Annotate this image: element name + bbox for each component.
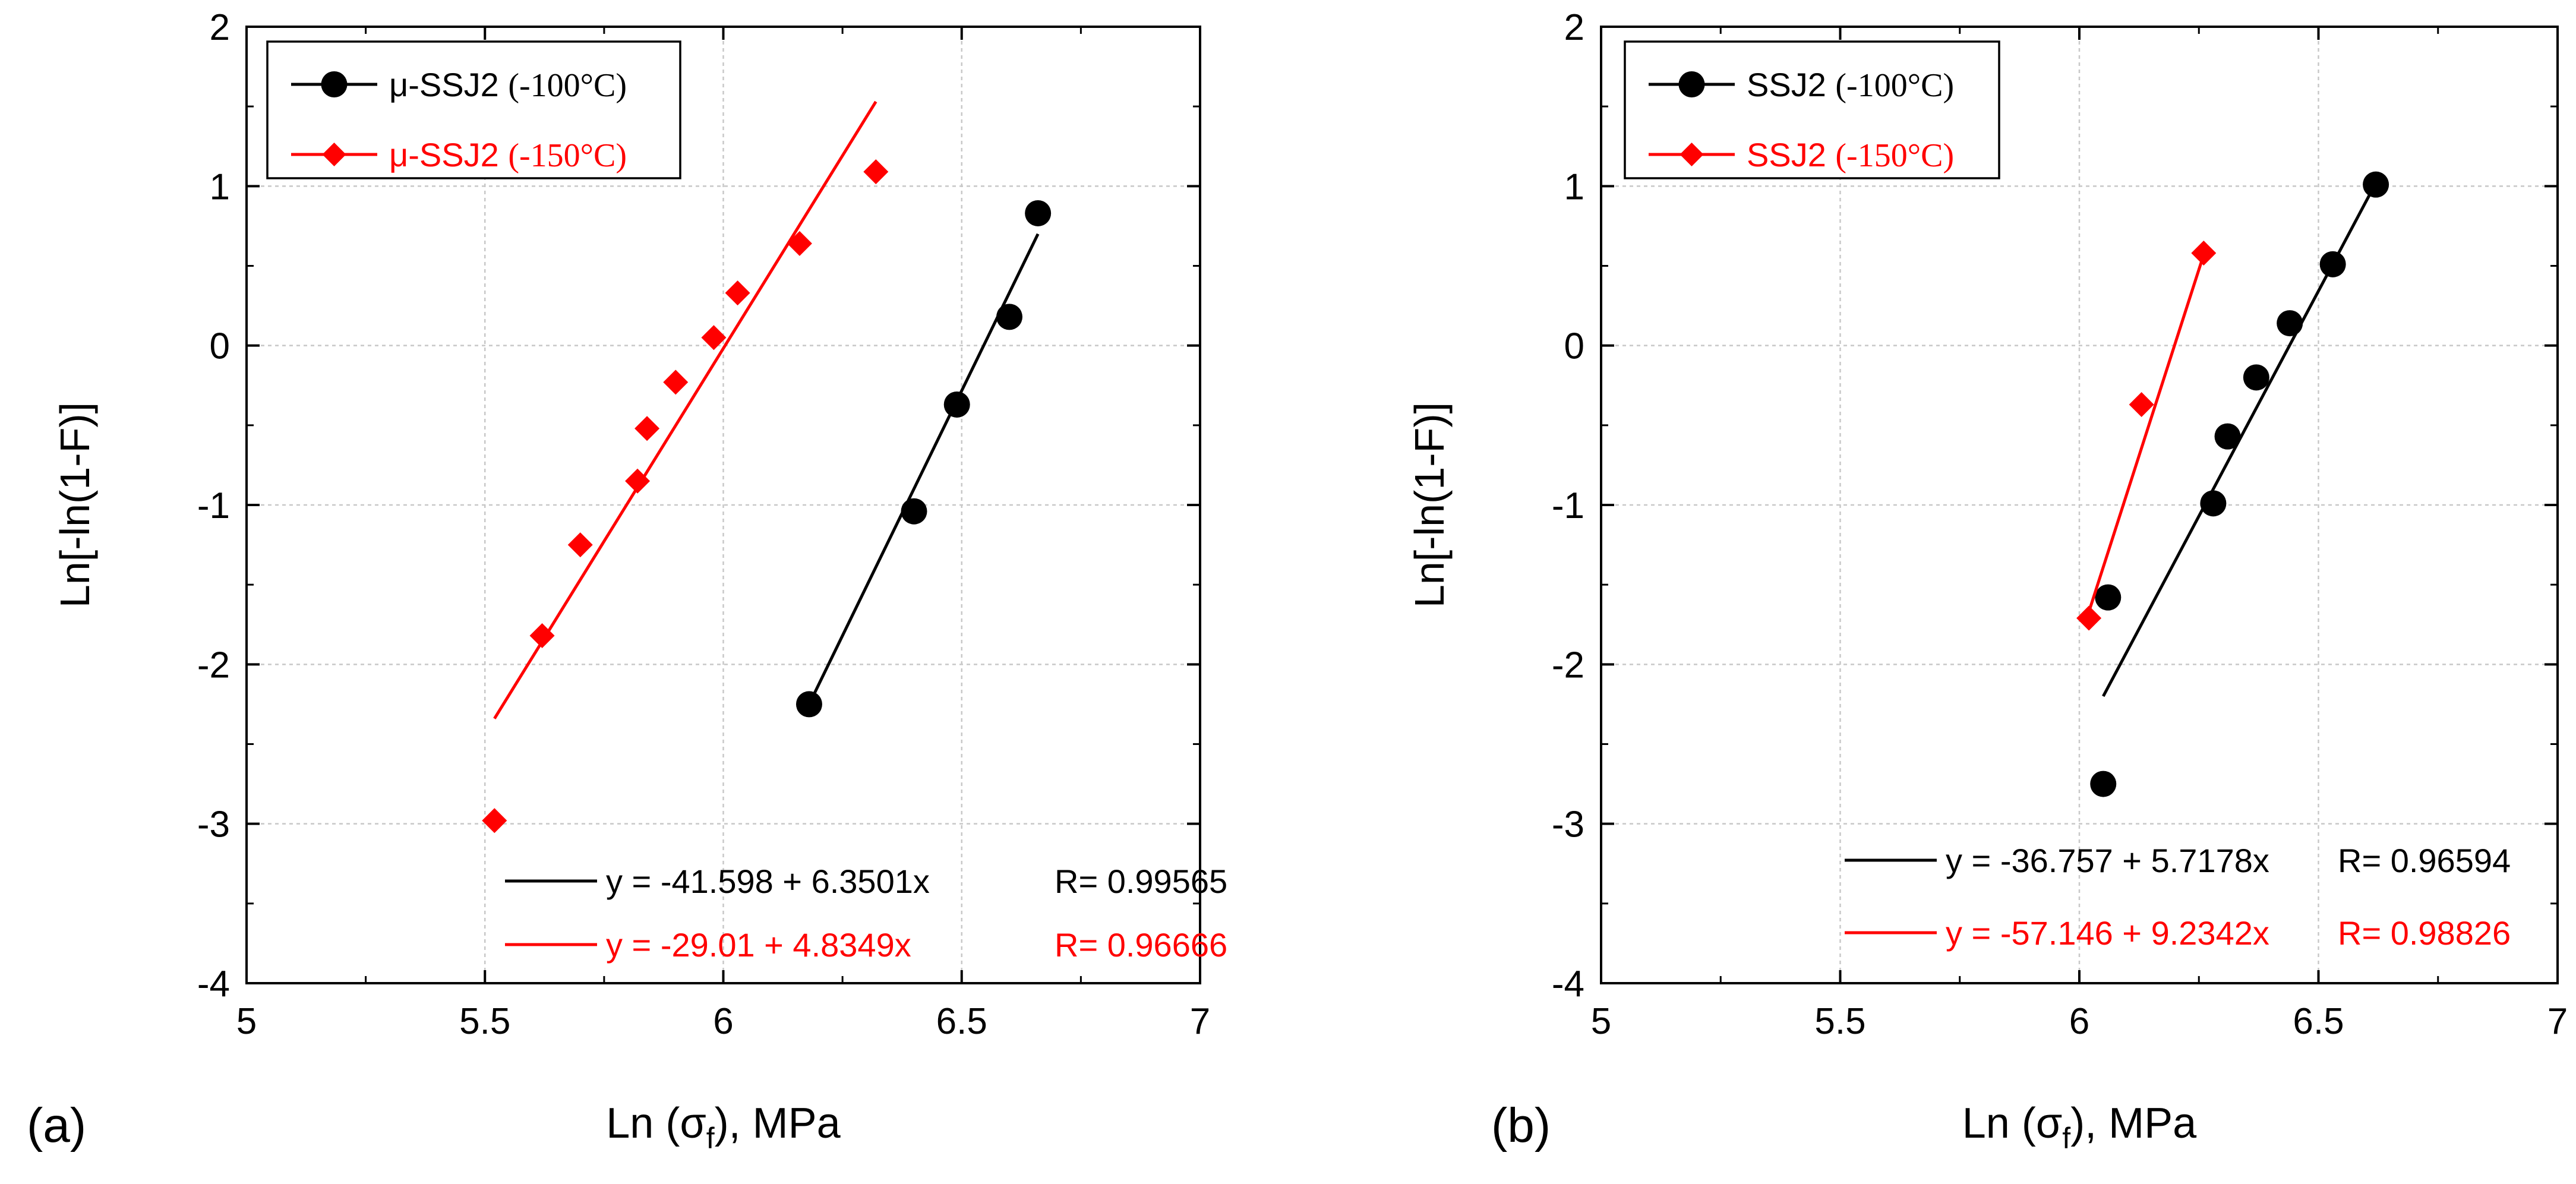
data-point [2076,605,2102,631]
legend-label: μ-SSJ2 (-150°C) [389,136,627,174]
data-point [625,468,651,494]
x-axis-label-tail: ), MPa [715,1100,841,1147]
legend-label-temperature: (-150°C) [508,137,627,174]
data-point [1025,200,1052,226]
legend-label-name: μ-SSJ2 [389,136,508,173]
series-100C [795,200,1052,718]
fit-r-value: R= 0.96666 [1055,926,1227,964]
data-point [943,391,970,418]
legend-label-temperature: (-150°C) [1835,137,1954,174]
x-tick-label: 5 [1591,1001,1611,1042]
data-point [2363,171,2389,198]
legend-label-temperature: (-100°C) [1835,67,1954,104]
data-point [795,691,822,718]
legend-marker [321,71,348,97]
data-point [725,280,750,306]
panel-b: 5 5.5 6 6.5 7 -4 -3 -2 -1 0 1 2 Ln[-ln(1-F)] Ln (σf),… [1406,7,2568,1155]
y-tick-label: -2 [197,645,230,686]
series-150C [2076,241,2217,631]
data-point [2200,490,2227,517]
fit-line [2087,254,2205,612]
x-tick-label: 7 [1190,1001,1210,1042]
data-point [2277,310,2303,337]
y-axis-label: Ln[-ln(1-F)] [1406,402,1453,608]
y-tick-label: 2 [1564,7,1584,48]
legend-marker [1680,143,1704,166]
data-point [2129,391,2154,417]
legend-label-name: μ-SSJ2 [389,66,508,103]
y-tick-label: -4 [1552,964,1584,1005]
x-axis-label: Ln (σf), MPa [1962,1100,2197,1155]
legend-label: SSJ2 (-100°C) [1747,66,1954,104]
x-tick-label: 5.5 [459,1001,510,1042]
fit-r-value: R= 0.98826 [2338,914,2511,952]
x-axis-label-subscript: f [706,1122,715,1155]
x-tick-label: 6 [713,1001,733,1042]
panel-label: (a) [27,1098,86,1153]
legend-label-name: SSJ2 [1747,136,1835,173]
legend-label-name: SSJ2 [1747,66,1835,103]
legend-marker [322,143,346,166]
y-axis-label: Ln[-ln(1-F)] [52,402,98,608]
data-point [2090,771,2117,797]
data-point [2191,241,2217,266]
y-tick-label: 2 [210,7,230,48]
x-axis-label-subscript: f [2062,1122,2070,1155]
y-tick-label: 0 [1564,326,1584,367]
fit-r-value: R= 0.99565 [1055,863,1227,900]
data-point [2095,584,2122,611]
series-150C [482,100,889,833]
data-point [996,304,1022,330]
y-tick-label: 1 [210,166,230,207]
legend-label: μ-SSJ2 (-100°C) [389,66,627,104]
x-tick-label: 6 [2069,1001,2089,1042]
x-tick-label: 5.5 [1814,1001,1865,1042]
data-point [2214,423,2241,450]
fit-equation: y = -57.146 + 9.2342x [1946,914,2269,952]
data-point [2243,364,2269,391]
y-tick-label: -3 [197,804,230,845]
y-tick-label: -2 [1552,645,1584,686]
legend-marker [1678,71,1705,97]
fit-equation: y = -36.757 + 5.7178x [1946,842,2269,879]
x-tick-label: 6.5 [2293,1001,2344,1042]
data-point [901,498,927,525]
data-point [529,623,555,649]
fit-line [807,233,1040,705]
fit-equation: y = -41.598 + 6.3501x [606,863,930,900]
legend: μ-SSJ2 (-100°C)μ-SSJ2 (-150°C) [266,40,681,179]
y-tick-label: -3 [1552,804,1584,845]
fit-line [493,100,877,719]
data-point [567,532,593,558]
x-axis-label-main: Ln (σ [1962,1100,2063,1147]
legend-label-temperature: (-100°C) [508,67,627,104]
x-axis-label-tail: ), MPa [2070,1100,2197,1147]
y-tick-label: -1 [197,485,230,526]
data-point [482,808,507,833]
panel-label: (b) [1491,1098,1551,1153]
data-point [2319,251,2346,277]
legend-label: SSJ2 (-150°C) [1747,136,1954,174]
y-tick-label: 0 [210,326,230,367]
data-point [663,370,689,395]
y-tick-label: -4 [197,964,230,1005]
legend-box [1624,40,2000,179]
data-point [634,416,660,441]
panel-a: 5 5.5 6 6.5 7 -4 -3 -2 -1 0 1 2 Ln[-ln(1-F)] Ln (σf),… [27,7,1227,1155]
x-tick-label: 5 [236,1001,257,1042]
data-point [863,159,889,185]
fit-r-value: R= 0.96594 [2338,842,2511,879]
data-point [701,325,727,351]
x-tick-label: 6.5 [936,1001,987,1042]
x-tick-label: 7 [2547,1001,2568,1042]
x-axis-label-main: Ln (σ [606,1100,706,1147]
x-axis-label: Ln (σf), MPa [606,1100,841,1155]
y-tick-label: -1 [1552,485,1584,526]
series-100C [2090,171,2389,797]
y-tick-label: 1 [1564,166,1584,207]
data-point [787,231,812,256]
fit-equation: y = -29.01 + 4.8349x [606,926,911,964]
legend: SSJ2 (-100°C)SSJ2 (-150°C) [1624,40,2000,179]
